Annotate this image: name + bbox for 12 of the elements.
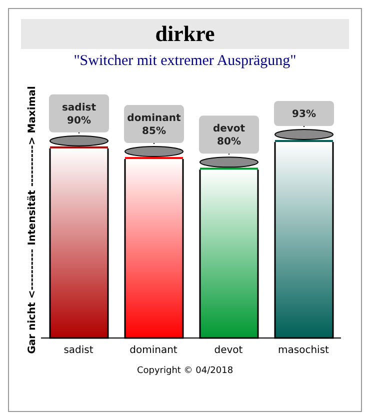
x-tick-label: masochist bbox=[278, 345, 330, 356]
data-label: dominant 85% bbox=[127, 113, 182, 138]
x-tick-label: dominant bbox=[130, 345, 178, 356]
data-label: 93% bbox=[292, 109, 316, 120]
data-label: sadist 90% bbox=[62, 102, 96, 126]
chart-title: dirkre bbox=[21, 19, 349, 49]
x-tick-label: sadist bbox=[64, 345, 94, 356]
chart-subtitle: "Switcher mit extremer Ausprägung" bbox=[72, 53, 298, 70]
x-tick-label: devot bbox=[214, 345, 243, 356]
data-label: devot 80% bbox=[212, 124, 246, 148]
text: Copyright © 04/2018 bbox=[136, 366, 234, 376]
y-axis-title: Gar nicht <---------- Intensität ----------> Maximal bbox=[27, 86, 38, 354]
